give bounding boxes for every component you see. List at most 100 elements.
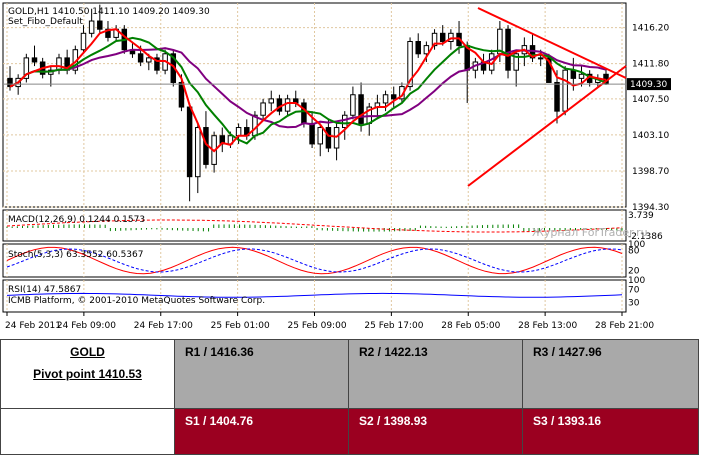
- r2-label: R2 / 1422.13: [359, 345, 428, 359]
- candle-body: [554, 81, 560, 112]
- macd-label: MACD(12,26,9) 0.1244 0.1573: [8, 215, 145, 225]
- x-tick-label: 24 Feb 09:00: [57, 321, 116, 331]
- candle-body: [546, 57, 552, 83]
- trendlines-layer: [467, 7, 627, 187]
- x-tick-label: 24 Feb 17:00: [134, 321, 193, 331]
- pivot-title-cell: GOLD Pivot point 1410.53: [0, 339, 175, 409]
- candle-body: [570, 69, 577, 79]
- macd-tick-label: 3.739: [628, 211, 654, 221]
- candles-layer: [7, 4, 609, 202]
- rsi-tick-label: 70: [628, 286, 640, 296]
- y-tick-label: 1398.70: [632, 167, 669, 177]
- candle-body: [23, 57, 30, 79]
- candle-body: [505, 28, 511, 71]
- x-tick-label: 25 Feb 09:00: [288, 321, 347, 331]
- current-price-label: 1409.30: [630, 80, 667, 90]
- macd-signal-line: [6, 219, 623, 233]
- candle-body: [407, 41, 413, 88]
- s1-cell: S1 / 1404.76: [174, 407, 349, 455]
- pivot-symbol: GOLD: [70, 345, 105, 359]
- candle-body: [562, 69, 568, 112]
- chart-background: [0, 0, 701, 333]
- r1-label: R1 / 1416.36: [185, 345, 254, 359]
- s2-label: S2 / 1398.93: [359, 413, 428, 428]
- candle-body: [439, 32, 446, 43]
- candle-body: [195, 127, 201, 178]
- axis-layer: 1416.20 1411.80 1407.50 1403.10 1398.70 1394.…: [3, 24, 671, 331]
- symbol-header: GOLD,H1 1410.50 1411.10 1409.20 1409.30: [8, 7, 210, 17]
- x-tick-label: 25 Feb 17:00: [364, 321, 423, 331]
- macd-tick-label: -2.1386: [628, 232, 663, 242]
- s1-label: S1 / 1404.76: [185, 413, 254, 428]
- indicators-layer: [6, 219, 623, 298]
- support-row: S1 / 1404.76 S2 / 1398.93 S3 / 1393.16: [0, 407, 699, 455]
- candle-body: [325, 127, 332, 149]
- moving-averages-layer: [9, 28, 607, 153]
- stoch-main-line: [6, 246, 623, 275]
- trendline-lower: [467, 65, 627, 187]
- x-tick-label: 28 Feb 13:00: [518, 321, 577, 331]
- candle-body: [88, 20, 95, 34]
- candle-body: [390, 94, 397, 100]
- s2-cell: S2 / 1398.93: [348, 407, 523, 455]
- stoch-signal-line: [6, 248, 623, 273]
- ma-mid-line: [9, 36, 607, 145]
- r2-cell: R2 / 1422.13: [348, 339, 523, 409]
- y-tick-label: 1416.20: [632, 24, 669, 34]
- candle-body: [382, 94, 389, 104]
- candle-body: [235, 127, 242, 137]
- candle-body: [146, 57, 152, 63]
- stoch-tick-label: 100: [628, 240, 645, 250]
- r1-cell: R1 / 1416.36: [174, 339, 349, 409]
- r3-label: R3 / 1427.96: [533, 345, 602, 359]
- candle-body: [431, 32, 438, 47]
- indicator-label: Set_Fibo_Default: [8, 17, 83, 27]
- candle-body: [537, 57, 544, 60]
- candle-body: [415, 41, 421, 55]
- trendline-upper: [477, 7, 627, 79]
- stoch-tick-label: 20: [628, 266, 640, 276]
- rsi-label: RSI(14) 47.5867: [8, 285, 81, 295]
- candle-body: [301, 102, 307, 124]
- candle-body: [578, 73, 585, 79]
- candle-body: [260, 102, 266, 116]
- s3-label: S3 / 1393.16: [533, 413, 602, 428]
- candle-body: [97, 20, 103, 30]
- rsi-tick-label: 100: [628, 276, 645, 286]
- y-tick-label: 1403.10: [632, 131, 669, 141]
- candle-body: [186, 106, 193, 178]
- candle-body: [137, 53, 144, 63]
- y-tick-label: 1411.80: [632, 60, 669, 70]
- candle-body: [317, 127, 323, 145]
- candle-body: [358, 94, 364, 124]
- candle-body: [154, 57, 160, 71]
- x-tick-label: 28 Feb 21:00: [595, 321, 654, 331]
- chart-svg: 1416.20 1411.80 1407.50 1403.10 1398.70 1394.…: [0, 0, 701, 333]
- candle-body: [309, 122, 315, 145]
- candle-body: [423, 45, 430, 55]
- price-chart: 1416.20 1411.80 1407.50 1403.10 1398.70 1394.…: [0, 0, 701, 333]
- watermark: Журнал ForTrader.ru: [532, 226, 648, 239]
- x-tick-label: 28 Feb 05:00: [441, 321, 500, 331]
- candle-body: [31, 57, 38, 63]
- candle-body: [513, 53, 519, 71]
- candle-body: [333, 127, 340, 149]
- y-tick-label: 1394.30: [632, 203, 669, 213]
- candle-body: [56, 57, 62, 71]
- pivot-table: GOLD Pivot point 1410.53 R1 / 1416.36 R2…: [0, 339, 699, 455]
- resistance-row: GOLD Pivot point 1410.53 R1 / 1416.36 R2…: [0, 339, 699, 409]
- candle-body: [350, 94, 356, 116]
- platform-label: ICMB Platform, © 2001-2010 MetaQuotes So…: [8, 296, 265, 306]
- r3-cell: R3 / 1427.96: [522, 339, 699, 409]
- rsi-line: [6, 292, 623, 298]
- candle-body: [268, 98, 275, 104]
- empty-cell: [0, 407, 175, 455]
- stoch-label: Stoch(5,3,3) 63.3552 60.5367: [8, 250, 143, 260]
- candle-body: [80, 32, 87, 51]
- candle-body: [284, 98, 291, 112]
- x-tick-label: 25 Feb 01:00: [211, 321, 270, 331]
- current-price-box: [627, 78, 671, 91]
- y-tick-label: 1407.50: [632, 95, 669, 105]
- rsi-tick-label: 30: [628, 298, 640, 308]
- x-tick-label: 24 Feb 2011: [5, 321, 61, 331]
